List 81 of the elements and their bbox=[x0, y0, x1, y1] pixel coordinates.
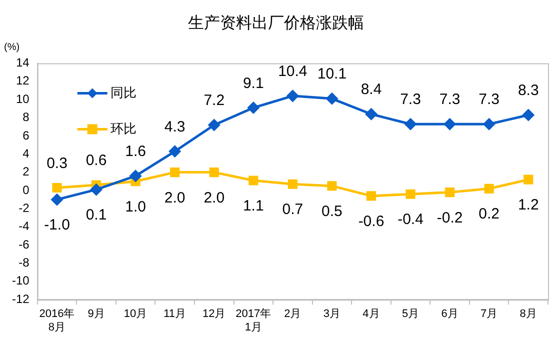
y-tick-label: 14 bbox=[16, 56, 30, 70]
point bbox=[170, 168, 180, 178]
y-tick-label: -4 bbox=[18, 219, 30, 234]
y-tick-label: 8 bbox=[22, 110, 30, 124]
point bbox=[524, 174, 534, 184]
x-tick-label: 2月 bbox=[284, 308, 302, 320]
point bbox=[445, 188, 455, 198]
data-label: 0.6 bbox=[86, 152, 107, 170]
point bbox=[444, 118, 456, 130]
x-tick-label: 8月 bbox=[520, 308, 537, 320]
y-tick-label: -6 bbox=[18, 237, 30, 252]
y-tick-label: 0 bbox=[22, 182, 30, 197]
data-label: 8.4 bbox=[360, 81, 382, 98]
legend-label: 同比 bbox=[110, 84, 136, 100]
data-label: 2.0 bbox=[204, 189, 225, 206]
y-tick-label: 10 bbox=[16, 92, 30, 106]
x-tick-label: 12月 bbox=[202, 308, 226, 320]
x-tick-label: 10月 bbox=[124, 308, 148, 320]
point bbox=[286, 90, 298, 102]
data-label: 7.2 bbox=[204, 92, 225, 110]
point bbox=[404, 118, 416, 130]
point bbox=[209, 168, 219, 178]
point bbox=[326, 92, 338, 104]
point bbox=[484, 184, 494, 194]
point bbox=[90, 184, 102, 196]
data-label: 1.1 bbox=[242, 197, 264, 214]
x-tick-label: 5月 bbox=[402, 308, 420, 320]
point bbox=[208, 119, 220, 131]
data-label: 2.0 bbox=[164, 189, 186, 206]
y-tick-label: -2 bbox=[18, 200, 30, 215]
data-label: 0.7 bbox=[282, 201, 304, 218]
data-label: -0.4 bbox=[398, 211, 424, 228]
point bbox=[483, 118, 495, 130]
data-label: 10.1 bbox=[317, 66, 347, 83]
y-tick-label: -8 bbox=[18, 256, 30, 270]
x-tick-label: 7月 bbox=[480, 308, 498, 320]
point bbox=[248, 176, 258, 186]
y-tick-label: 2 bbox=[22, 164, 30, 179]
chart-title: 生产资料出厂价格涨跌幅 bbox=[188, 14, 364, 32]
x-tick-label: 4月 bbox=[362, 308, 380, 320]
data-label: 8.3 bbox=[518, 82, 539, 100]
y-tick-label: 12 bbox=[16, 74, 30, 88]
data-label: 1.2 bbox=[518, 196, 539, 214]
point bbox=[366, 191, 376, 201]
y-tick-label: 6 bbox=[22, 128, 30, 142]
legend-label: 环比 bbox=[110, 120, 136, 136]
point bbox=[522, 109, 534, 121]
y-tick-label: -12 bbox=[12, 292, 30, 306]
data-label: 7.3 bbox=[400, 91, 421, 108]
data-label: 0.3 bbox=[46, 154, 68, 172]
point bbox=[248, 102, 260, 114]
point bbox=[52, 182, 62, 193]
point bbox=[365, 108, 377, 120]
x-tick-label: 6月 bbox=[441, 308, 458, 320]
data-label: -0.6 bbox=[358, 212, 384, 230]
point bbox=[169, 146, 181, 158]
point bbox=[327, 181, 337, 191]
data-label: 0.5 bbox=[322, 202, 342, 220]
data-label: -0.2 bbox=[436, 209, 463, 226]
data-label: 10.4 bbox=[278, 62, 308, 80]
y-axis-title: (%) bbox=[4, 42, 20, 53]
point bbox=[288, 179, 298, 189]
y-tick-label: 4 bbox=[22, 146, 30, 160]
point bbox=[51, 194, 63, 206]
x-tick-label: 2016年 8月 bbox=[39, 308, 75, 334]
x-tick-label: 11月 bbox=[164, 308, 186, 320]
point bbox=[130, 170, 142, 182]
data-label: 7.3 bbox=[439, 91, 460, 108]
data-label: 7.3 bbox=[478, 91, 500, 108]
data-label: 0.1 bbox=[86, 206, 107, 224]
y-tick-label: -10 bbox=[12, 274, 30, 288]
data-label: 0.2 bbox=[478, 206, 500, 223]
x-tick-label: 2017年 1月 bbox=[236, 308, 272, 334]
point bbox=[406, 189, 416, 199]
data-label: 1.0 bbox=[125, 198, 146, 216]
data-label: 4.3 bbox=[164, 118, 186, 136]
data-label: 9.1 bbox=[242, 74, 264, 92]
data-label: -1.0 bbox=[44, 216, 70, 234]
x-tick-label: 3月 bbox=[323, 308, 341, 320]
data-label: 1.6 bbox=[125, 142, 146, 160]
x-tick-label: 9月 bbox=[88, 308, 105, 320]
